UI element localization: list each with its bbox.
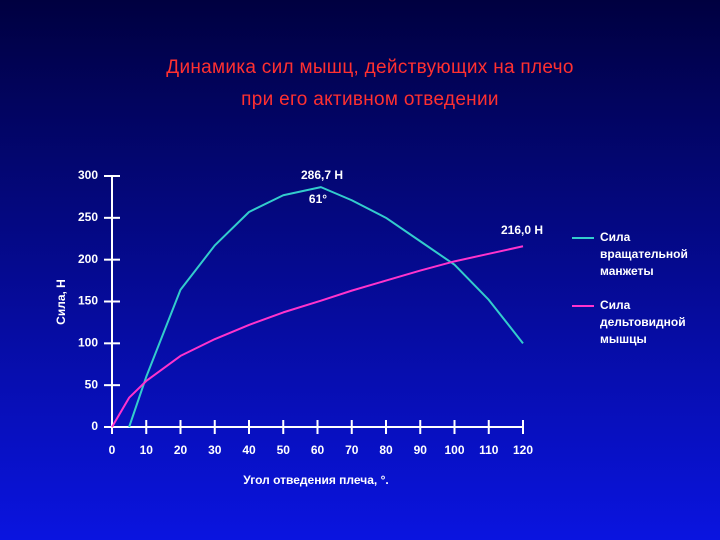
x-tick-label: 100 (444, 443, 464, 457)
x-tick-label: 90 (414, 443, 428, 457)
x-tick-label: 20 (174, 443, 188, 457)
annotation: 216,0 Н (501, 223, 543, 237)
y-tick-label: 0 (91, 419, 98, 433)
legend-label: Сила вращательной манжеты (600, 230, 688, 278)
y-tick-label: 250 (78, 210, 98, 224)
x-tick-label: 40 (242, 443, 256, 457)
y-tick-label: 200 (78, 252, 98, 266)
series-line (111, 245, 524, 428)
y-tick-label: 50 (85, 377, 99, 391)
y-tick-label: 300 (78, 168, 98, 182)
x-tick-label: 50 (277, 443, 291, 457)
x-axis-label: Угол отведения плеча, °. (243, 473, 388, 487)
x-tick-label: 10 (140, 443, 154, 457)
annotation: 286,7 Н (301, 168, 343, 182)
x-tick-label: 110 (479, 443, 499, 457)
x-tick-label: 80 (379, 443, 393, 457)
y-tick-label: 100 (78, 336, 98, 350)
x-tick-label: 30 (208, 443, 222, 457)
legend-label: Сила дельтовидной мышцы (600, 298, 686, 346)
chart-title: при его активном отведении (241, 89, 499, 110)
x-tick-label: 70 (345, 443, 359, 457)
chart-title: Динамика сил мышц, действующих на плечо (166, 57, 573, 78)
y-tick-label: 150 (78, 294, 98, 308)
annotation: 61° (309, 192, 327, 206)
y-axis-label: Сила, Н (54, 279, 68, 325)
series-line (128, 186, 524, 428)
x-tick-label: 60 (311, 443, 325, 457)
x-tick-label: 0 (109, 443, 116, 457)
x-tick-label: 120 (513, 443, 533, 457)
